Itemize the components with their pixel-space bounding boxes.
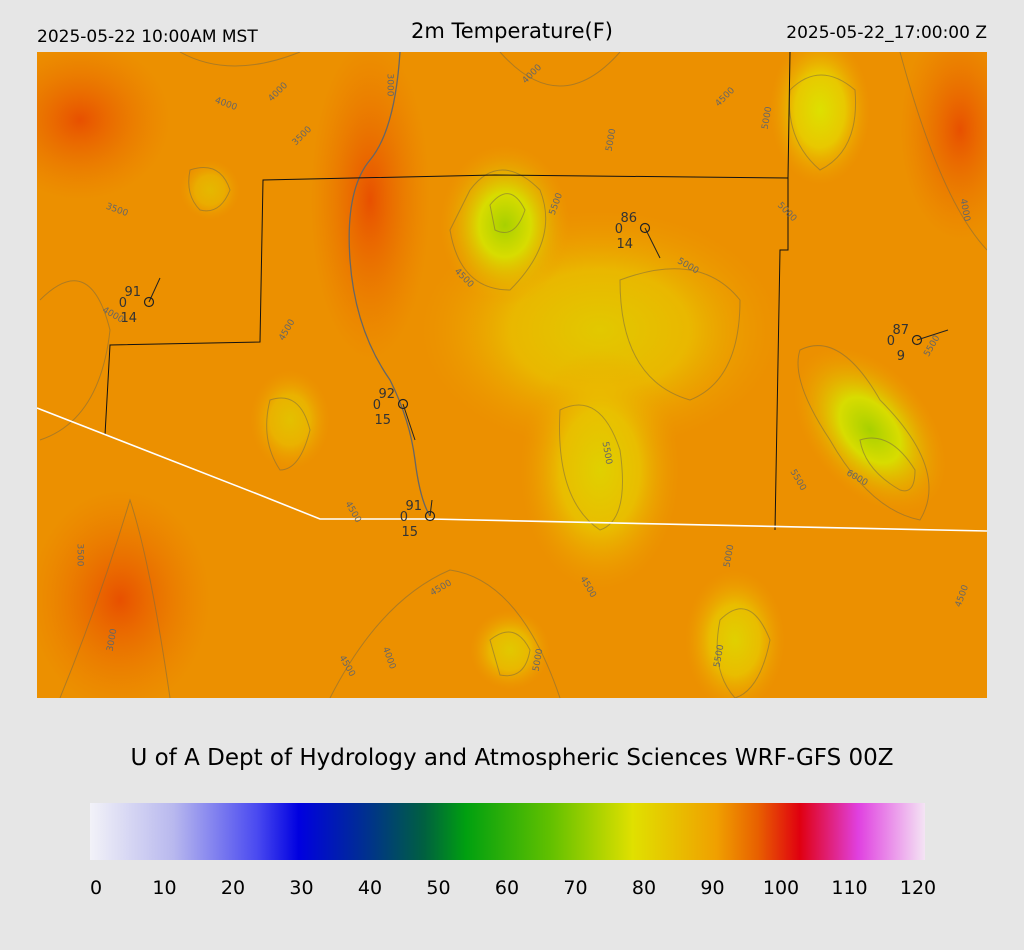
wind-barb [916, 329, 949, 341]
river [348, 52, 431, 517]
contour-label: 5000 [723, 544, 737, 569]
colorbar-tick-label: 0 [90, 877, 102, 899]
wind-barb [402, 403, 416, 441]
colorbar-tick-label: 20 [221, 877, 245, 899]
colorbar-tick-label: 60 [495, 877, 519, 899]
contour-label: 5000 [532, 648, 546, 673]
station-marker [143, 296, 155, 308]
colorbar-tick-label: 10 [152, 877, 176, 899]
contour-label: 3000 [106, 628, 120, 653]
colorbar-tick-label: 30 [289, 877, 313, 899]
station-marker [911, 334, 923, 346]
boundaries [104, 52, 791, 531]
station-left: 0 [400, 510, 408, 525]
contour-label: 5500 [600, 441, 614, 466]
valid-local: 2025-05-22 10:00AM MST [37, 27, 258, 47]
contour-label: 4000 [958, 198, 972, 223]
colorbar-tick-label: 70 [563, 877, 587, 899]
map-title: 2m Temperature(F) [411, 19, 613, 43]
station-bottom: 15 [374, 413, 391, 428]
contour-label: 3000 [385, 74, 395, 97]
station-temp: 87 [892, 323, 909, 338]
colorbar-tick-label: 40 [358, 877, 382, 899]
contour-label: 3500 [75, 544, 85, 567]
colorbar-tick-label: 50 [426, 877, 450, 899]
station-temp: 91 [124, 285, 141, 300]
wind-barb [644, 227, 661, 259]
contour-label: 5000 [605, 128, 619, 153]
station-left: 0 [615, 222, 623, 237]
colorbar-tick-label: 120 [900, 877, 936, 899]
station-temp: 86 [620, 211, 637, 226]
colorbar-tick-label: 100 [763, 877, 799, 899]
station-left: 0 [887, 334, 895, 349]
station-temp: 92 [378, 387, 395, 402]
colorbar [90, 803, 925, 860]
station-marker [424, 510, 436, 522]
station-marker [639, 222, 651, 234]
contour-label: 5500 [713, 644, 727, 669]
station-bottom: 14 [616, 237, 633, 252]
station-marker [397, 398, 409, 410]
contour-label: 5000 [761, 106, 775, 131]
colorbar-tick-label: 90 [700, 877, 724, 899]
colorbar-tick-label: 80 [632, 877, 656, 899]
wind-barb [429, 499, 433, 517]
border [37, 407, 987, 532]
colorbar-tick-label: 110 [831, 877, 867, 899]
valid-utc: 2025-05-22_17:00:00 Z [786, 23, 987, 43]
station-bottom: 9 [897, 349, 905, 364]
station-left: 0 [119, 296, 127, 311]
station-bottom: 14 [120, 311, 137, 326]
station-bottom: 15 [401, 525, 418, 540]
credit: U of A Dept of Hydrology and Atmospheric… [130, 745, 893, 771]
station-left: 0 [373, 398, 381, 413]
station-temp: 91 [405, 499, 422, 514]
